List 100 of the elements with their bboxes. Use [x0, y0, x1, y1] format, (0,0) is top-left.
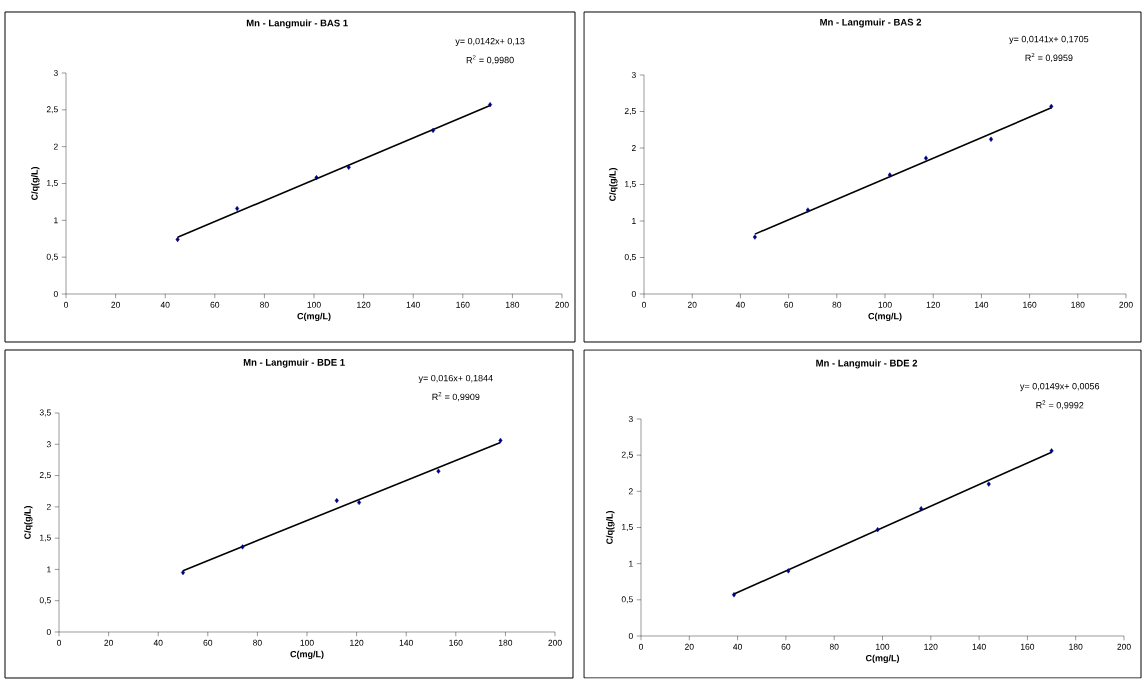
- y-tick-label: 3: [53, 69, 58, 76]
- x-tick-label: 60: [203, 639, 213, 646]
- y-tick-label: 1: [629, 560, 633, 567]
- x-tick-label: 20: [104, 639, 113, 646]
- x-tick-label: 140: [974, 301, 989, 308]
- y-tick-label: 3,5: [39, 409, 51, 417]
- point: [436, 468, 441, 474]
- y-tick-label: 1: [632, 218, 636, 224]
- y-tick-label: 3: [631, 71, 636, 78]
- y-tick-label: 1,5: [622, 524, 633, 531]
- x-tick-label: 20: [687, 301, 697, 308]
- x-tick-label: 80: [253, 639, 262, 646]
- y-tick-label: 1,5: [47, 180, 58, 187]
- chart-title: Mn - Langmuir - BAS 2: [820, 18, 922, 28]
- text: R$^{2}$ = 0,9980: [466, 55, 514, 65]
- x-tick-label: 60: [781, 643, 791, 650]
- y-tick-label: 2,5: [624, 107, 636, 115]
- text: y= 0,0142x+ 0,13: [455, 37, 525, 47]
- x-tick-label: 40: [733, 643, 742, 650]
- text: y= 0,0141x+ 0,1705: [1009, 35, 1089, 45]
- y-tick-label: 0: [46, 628, 51, 635]
- point: [240, 544, 245, 550]
- point: [923, 155, 928, 161]
- x-tick-label: 0: [638, 643, 644, 650]
- point: [919, 506, 924, 512]
- x-tick-label: 100: [876, 643, 890, 650]
- x-tick-label: 140: [972, 643, 986, 650]
- y-tick-label: 2: [46, 503, 51, 510]
- point: [181, 569, 186, 576]
- chart-title: Mn - Langmuir - BDE 1: [243, 358, 345, 368]
- point: [805, 207, 810, 213]
- y-tick-label: 0,5: [39, 597, 51, 605]
- point: [731, 592, 736, 598]
- x-tick-label: 60: [784, 301, 793, 308]
- x-axis-title: C(mg/L): [868, 312, 902, 322]
- x-tick-label: 0: [641, 301, 647, 308]
- y-tick-label: 0: [53, 290, 58, 297]
- text: R$^{2}$ = 0,9959: [1025, 52, 1073, 63]
- x-tick-label: 120: [926, 301, 940, 308]
- y-tick-label: 0,5: [621, 596, 633, 604]
- point: [314, 174, 319, 181]
- point: [334, 497, 339, 504]
- y-tick-label: 1: [47, 566, 51, 573]
- text: R$^{2}$ = 0,9992: [1036, 400, 1084, 410]
- x-tick-label: 120: [924, 643, 938, 650]
- chart-title: Mn - Langmuir - BAS 1: [246, 19, 348, 29]
- point: [431, 127, 436, 134]
- y-tick-label: 3: [628, 415, 633, 422]
- x-tick-label: 160: [1023, 301, 1037, 308]
- point: [1049, 103, 1054, 109]
- x-tick-label: 200: [1117, 643, 1131, 650]
- x-tick-label: 160: [1020, 643, 1035, 650]
- y-axis-title: C/q(g/L): [606, 510, 615, 545]
- x-tick-label: 160: [456, 301, 470, 308]
- point: [498, 437, 503, 444]
- x-tick-label: 40: [735, 301, 745, 308]
- x-axis-title: C(mg/L): [865, 654, 900, 664]
- y-tick-label: 2,5: [39, 472, 51, 480]
- x-tick-label: 0: [63, 301, 69, 308]
- x-tick-label: 200: [548, 639, 562, 646]
- x-tick-label: 180: [1069, 643, 1083, 650]
- y-axis-title: C/q(g/L): [24, 505, 33, 540]
- x-tick-label: 180: [505, 301, 520, 308]
- y-tick-label: 1: [54, 217, 58, 224]
- y-tick-label: 2: [631, 145, 636, 151]
- x-tick-label: 40: [153, 639, 163, 646]
- x-tick-label: 20: [685, 643, 694, 650]
- text: R$^{2}$ = 0,9909: [432, 391, 480, 402]
- x-tick-label: 120: [357, 301, 371, 308]
- chart-title: Mn - Langmuir - BDE 2: [816, 359, 918, 369]
- y-axis-title: C/q(g/L): [31, 166, 40, 201]
- x-tick-label: 200: [555, 301, 569, 308]
- y-tick-label: 0: [628, 632, 633, 639]
- y-tick-label: 2,5: [621, 451, 633, 459]
- y-axis-title: C/q(g/L): [609, 167, 618, 202]
- x-tick-label: 120: [350, 639, 364, 646]
- y-tick-label: 3: [46, 441, 51, 448]
- x-tick-label: 100: [300, 639, 314, 646]
- x-tick-label: 100: [307, 301, 321, 308]
- y-tick-label: 2: [53, 143, 58, 150]
- point: [887, 172, 892, 178]
- y-tick-label: 1,5: [625, 181, 636, 188]
- x-tick-label: 180: [1071, 301, 1085, 308]
- x-tick-label: 140: [399, 639, 413, 646]
- x-tick-label: 40: [160, 301, 170, 308]
- y-tick-label: 2,5: [46, 106, 58, 114]
- x-tick-label: 160: [449, 639, 463, 646]
- point: [175, 236, 180, 243]
- text: y= 0,016x+ 0,1844: [418, 374, 493, 384]
- text: y= 0,0149x+ 0,0056: [1020, 383, 1100, 392]
- point: [752, 234, 757, 240]
- x-axis-title: C(mg/L): [290, 650, 324, 660]
- point: [1049, 448, 1054, 454]
- x-axis-title: C(mg/L): [297, 312, 331, 322]
- x-tick-label: 80: [260, 301, 269, 308]
- point: [989, 136, 994, 142]
- x-tick-label: 20: [111, 301, 120, 308]
- x-tick-label: 140: [406, 301, 420, 308]
- y-tick-label: 1,5: [40, 534, 51, 542]
- x-tick-label: 100: [878, 301, 892, 308]
